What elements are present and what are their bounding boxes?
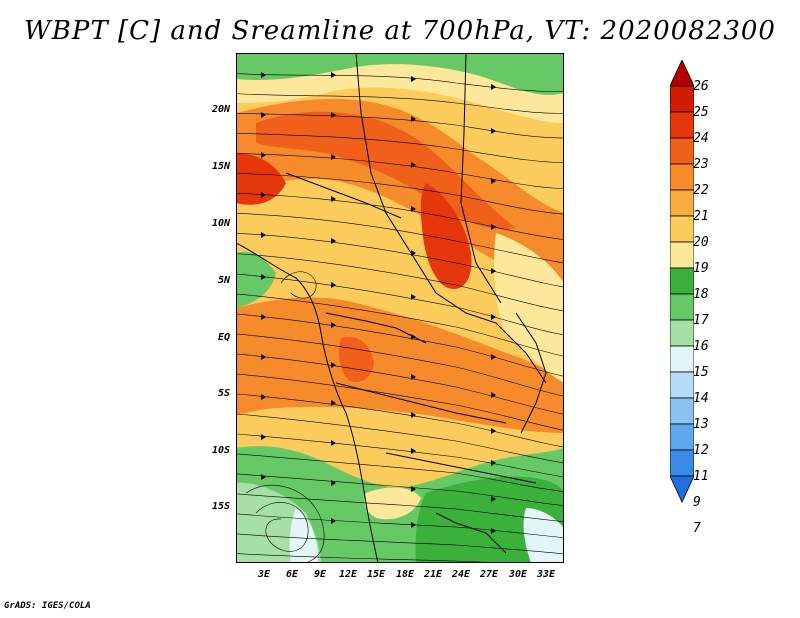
field-red-north	[256, 111, 516, 229]
colorbar-segment	[670, 85, 694, 113]
colorbar-segment	[670, 137, 694, 165]
lon-label: 27E	[479, 569, 499, 580]
colorbar-segment	[670, 397, 694, 425]
colorbar-label: 14	[693, 391, 709, 406]
lat-label: EQ	[217, 332, 230, 343]
field-cyan-sw	[289, 508, 318, 563]
colorbar-label: 7	[693, 521, 701, 536]
colorbar-top-triangle	[670, 60, 694, 87]
lon-label: 15E	[366, 569, 386, 580]
colorbar-label: 18	[693, 287, 709, 302]
colorbar-label: 20	[693, 235, 709, 250]
colorbar-label: 19	[693, 261, 709, 276]
field-orange-mid	[236, 297, 564, 433]
colorbar-label: 21	[693, 209, 709, 224]
colorbar-segment	[670, 423, 694, 451]
lon-label: 6E	[285, 569, 299, 580]
colorbar-segment	[670, 345, 694, 373]
colorbar	[670, 60, 694, 503]
colorbar-segment	[670, 215, 694, 243]
lon-label: 21E	[423, 569, 443, 580]
colorbar-segment	[670, 449, 694, 477]
colorbar-label: 24	[693, 131, 709, 146]
lat-label: 15N	[211, 161, 230, 172]
colorbar-segment	[670, 111, 694, 139]
colorbar-label: 25	[693, 105, 709, 120]
lon-label: 3E	[257, 569, 271, 580]
colorbar-label: 26	[693, 79, 709, 94]
lon-label: 18E	[395, 569, 415, 580]
lon-label: 24E	[451, 569, 471, 580]
colorbar-segment	[670, 319, 694, 347]
field-red-core	[420, 183, 472, 289]
colorbar-label: 22	[693, 183, 709, 198]
colorbar-label: 11	[693, 469, 709, 484]
field-green-west	[236, 251, 276, 308]
field-pale-south-mid	[364, 487, 421, 520]
colorbar-label: 12	[693, 443, 709, 458]
credit-text: GrADS: IGES/COLA	[4, 601, 91, 611]
stream-arrows	[261, 72, 496, 534]
colorbar-bottom-triangle	[670, 475, 694, 503]
colorbar-segment	[670, 189, 694, 217]
map-panel	[236, 53, 564, 563]
colorbar-segment	[670, 241, 694, 269]
lon-label: 33E	[536, 569, 556, 580]
lat-label: 5N	[217, 275, 230, 286]
lat-label: 10S	[211, 445, 230, 456]
lat-label: 5S	[217, 388, 230, 399]
lon-label: 30E	[508, 569, 528, 580]
field-pale-north	[236, 64, 564, 123]
field-red-west	[236, 153, 286, 205]
colorbar-label: 16	[693, 339, 709, 354]
field-green-north	[236, 53, 564, 96]
lon-label: 12E	[338, 569, 358, 580]
lat-label: 10N	[211, 218, 230, 229]
lat-label: 20N	[211, 104, 230, 115]
colorbar-segment	[670, 371, 694, 399]
colorbar-label: 15	[693, 365, 709, 380]
colorbar-label: 9	[693, 495, 701, 510]
colorbar-label: 17	[693, 313, 709, 328]
lon-label: 9E	[313, 569, 327, 580]
chart-title: WBPT [C] and Sreamline at 700hPa, VT: 20…	[24, 16, 776, 46]
colorbar-label: 23	[693, 157, 709, 172]
lat-label: 15S	[211, 501, 230, 512]
colorbar-segment	[670, 267, 694, 295]
colorbar-segment	[670, 293, 694, 321]
colorbar-segment	[670, 163, 694, 191]
field-pale-east	[494, 233, 564, 383]
colorbar-label: 13	[693, 417, 709, 432]
streamlines	[236, 73, 564, 563]
